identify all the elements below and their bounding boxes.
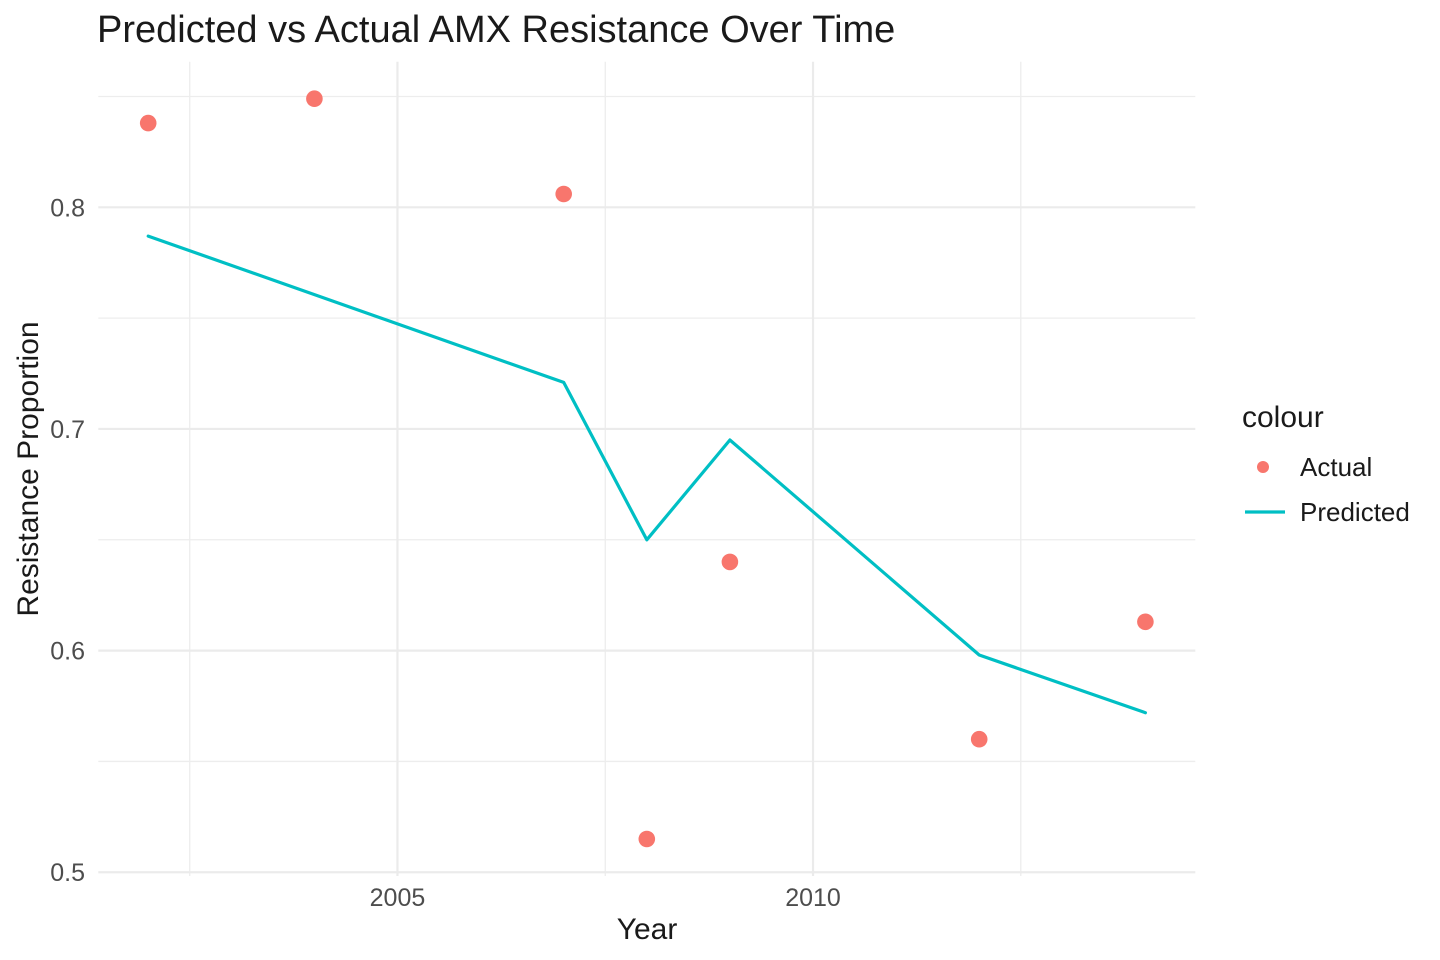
chart-title: Predicted vs Actual AMX Resistance Over … xyxy=(97,9,895,51)
y-tick-label: 0.7 xyxy=(50,416,85,444)
legend-label-predicted: Predicted xyxy=(1300,497,1410,527)
gridlines xyxy=(98,61,1196,876)
axis-tick-labels: 2005 2010 0.5 0.6 0.7 0.8 xyxy=(50,194,841,912)
legend: colour Actual Predicted xyxy=(1242,401,1410,527)
actual-point xyxy=(721,553,739,571)
y-axis-title: Resistance Proportion xyxy=(12,321,45,616)
y-tick-label: 0.5 xyxy=(50,859,85,887)
actual-point xyxy=(1137,613,1154,631)
legend-title: colour xyxy=(1242,401,1324,434)
actual-point xyxy=(970,730,988,748)
legend-actual-point-icon xyxy=(1257,461,1269,473)
actual-point xyxy=(306,90,323,107)
y-tick-label: 0.6 xyxy=(50,638,85,666)
predicted-line xyxy=(146,234,1147,715)
actual-point xyxy=(555,185,572,203)
y-tick-label: 0.8 xyxy=(50,194,85,222)
data-marks xyxy=(139,90,1154,848)
actual-point xyxy=(139,114,157,132)
legend-label-actual: Actual xyxy=(1300,452,1372,482)
x-axis-title: Year xyxy=(617,913,678,946)
actual-point xyxy=(638,830,656,848)
x-tick-label: 2010 xyxy=(785,884,841,912)
x-tick-label: 2005 xyxy=(370,884,426,912)
